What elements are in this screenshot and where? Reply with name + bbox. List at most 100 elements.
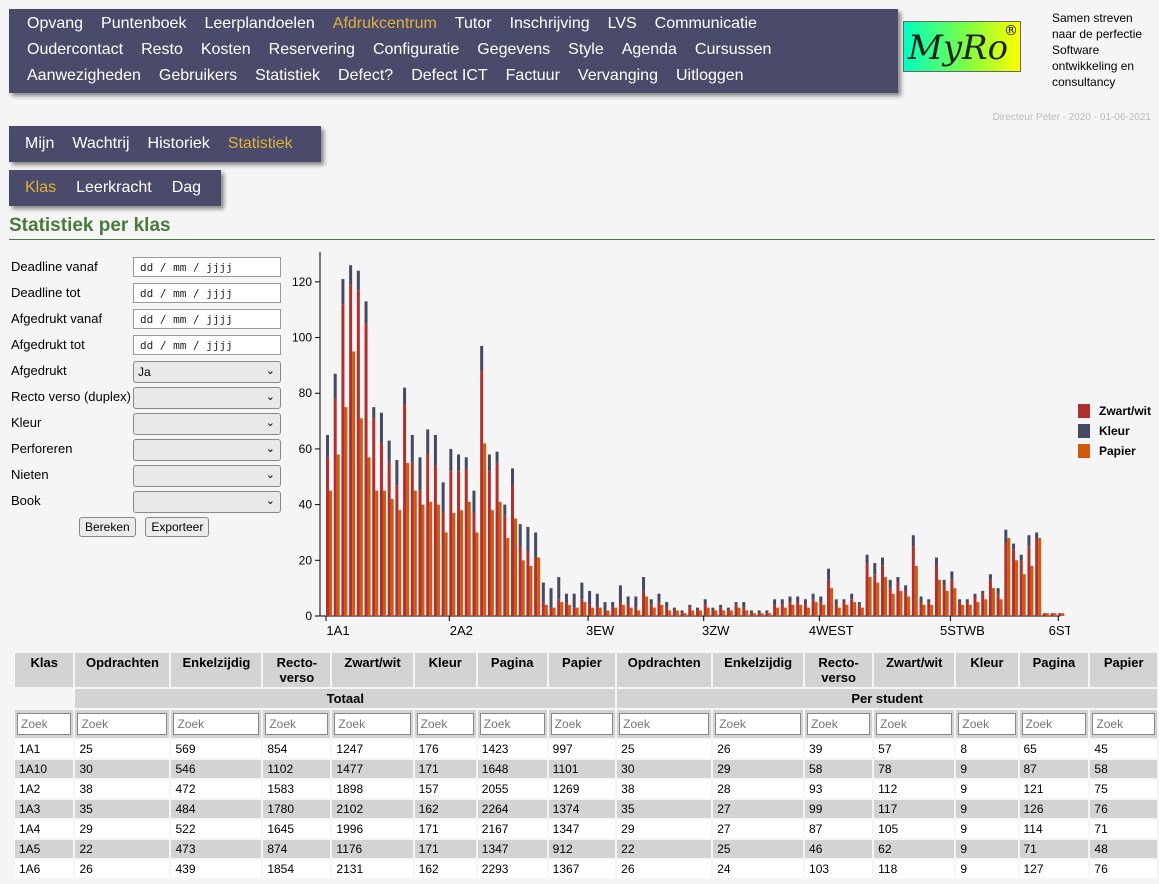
bar-papier[interactable] (452, 512, 456, 616)
column-header-kleur[interactable]: Kleur (414, 653, 476, 687)
bar-zwart-wit[interactable] (626, 604, 630, 616)
bar-zwart-wit[interactable] (464, 468, 468, 616)
menu-item-afdrukcentrum[interactable]: Afdrukcentrum (332, 15, 437, 32)
bar-papier[interactable] (830, 588, 834, 616)
bar-zwart-wit[interactable] (719, 607, 723, 616)
bar-zwart-wit[interactable] (649, 604, 653, 616)
bar-kleur[interactable] (572, 593, 576, 608)
bar-papier[interactable] (683, 613, 687, 616)
bar-zwart-wit[interactable] (557, 599, 561, 616)
bar-papier[interactable] (336, 454, 340, 616)
filter-input-enkelzijdig[interactable] (715, 713, 802, 735)
bar-zwart-wit[interactable] (395, 485, 399, 616)
bar-zwart-wit[interactable] (665, 607, 669, 616)
calculate-button[interactable]: Bereken (79, 517, 136, 537)
tab-historiek[interactable]: Historiek (147, 135, 210, 152)
duplex-select[interactable]: ⌄ (133, 387, 281, 409)
tab-klas[interactable]: Klas (25, 179, 57, 196)
bar-kleur[interactable] (356, 270, 360, 291)
bar-papier[interactable] (968, 604, 972, 616)
filter-input-opdrachten[interactable] (619, 713, 710, 735)
bar-kleur[interactable] (1004, 529, 1008, 544)
bar-papier[interactable] (344, 407, 348, 616)
bar-kleur[interactable] (834, 599, 838, 605)
bar-papier[interactable] (475, 532, 479, 616)
bar-papier[interactable] (382, 490, 386, 616)
bar-kleur[interactable] (1035, 532, 1039, 539)
bar-kleur[interactable] (349, 265, 353, 285)
bar-papier[interactable] (722, 610, 726, 616)
bar-zwart-wit[interactable] (326, 457, 330, 616)
bar-kleur[interactable] (626, 596, 630, 605)
bar-zwart-wit[interactable] (572, 607, 576, 616)
bar-zwart-wit[interactable] (657, 602, 661, 616)
bar-zwart-wit[interactable] (749, 613, 753, 616)
bar-kleur[interactable] (904, 585, 908, 591)
deadline-to-input[interactable]: dd / mm / jjjj (133, 283, 281, 303)
tab-mijn[interactable]: Mijn (25, 135, 55, 152)
tab-wachtrij[interactable]: Wachtrij (72, 135, 130, 152)
menu-item-gegevens[interactable]: Gegevens (477, 41, 551, 58)
bar-papier[interactable] (884, 577, 888, 616)
bar-papier[interactable] (799, 604, 803, 616)
menu-item-puntenboek[interactable]: Puntenboek (101, 15, 187, 32)
bar-papier[interactable] (961, 604, 965, 616)
bar-kleur[interactable] (811, 593, 815, 600)
bar-zwart-wit[interactable] (518, 546, 522, 616)
column-header-klas[interactable]: Klas (15, 653, 74, 687)
printed-to-input[interactable]: dd / mm / jjjj (133, 335, 281, 355)
bar-papier[interactable] (375, 490, 379, 616)
menu-item-tutor[interactable]: Tutor (454, 15, 492, 32)
tab-dag[interactable]: Dag (171, 179, 202, 196)
bar-papier[interactable] (498, 501, 502, 616)
bar-zwart-wit[interactable] (988, 579, 992, 616)
filter-input-papier[interactable] (550, 713, 614, 735)
bar-kleur[interactable] (649, 599, 653, 605)
bar-kleur[interactable] (988, 574, 992, 580)
bar-papier[interactable] (776, 607, 780, 616)
bar-papier[interactable] (606, 610, 610, 616)
bar-kleur[interactable] (526, 526, 530, 552)
bar-kleur[interactable] (410, 435, 414, 463)
table-row[interactable]: 1A6 26 439 1854 2131 162 2293 1367 26 24 103 118 9 12… (15, 860, 1157, 878)
bar-kleur[interactable] (457, 454, 461, 472)
column-header-enkelzijdig[interactable]: Enkelzijdig (713, 653, 804, 687)
bar-kleur[interactable] (680, 610, 684, 614)
menu-item-kosten[interactable]: Kosten (200, 41, 251, 58)
filter-input-enkelzijdig[interactable] (173, 713, 260, 735)
bar-zwart-wit[interactable] (857, 604, 861, 616)
bar-papier[interactable] (552, 607, 556, 616)
bar-papier[interactable] (837, 607, 841, 616)
bar-kleur[interactable] (642, 577, 646, 591)
bar-papier[interactable] (752, 613, 756, 616)
printed-from-input[interactable]: dd / mm / jjjj (133, 309, 281, 329)
column-header-kleur[interactable]: Kleur (956, 653, 1018, 687)
staple-select[interactable]: ⌄ (133, 465, 281, 487)
bar-zwart-wit[interactable] (773, 604, 777, 616)
bar-kleur[interactable] (896, 577, 900, 583)
perforate-select[interactable]: ⌄ (133, 439, 281, 461)
bar-kleur[interactable] (703, 599, 707, 605)
bar-papier[interactable] (436, 504, 440, 616)
bar-kleur[interactable] (927, 599, 931, 603)
bar-kleur[interactable] (757, 610, 761, 614)
bar-kleur[interactable] (364, 301, 368, 324)
bar-papier[interactable] (1007, 538, 1011, 616)
bar-zwart-wit[interactable] (511, 485, 515, 616)
bar-zwart-wit[interactable] (457, 471, 461, 616)
bar-papier[interactable] (853, 602, 857, 616)
table-row[interactable]: 1A4 29 522 1645 1996 171 2167 1347 29 27 87 105 9 114… (15, 820, 1157, 838)
bar-papier[interactable] (891, 593, 895, 616)
bar-zwart-wit[interactable] (757, 613, 761, 616)
bar-zwart-wit[interactable] (811, 599, 815, 616)
menu-item-uitloggen[interactable]: Uitloggen (675, 67, 744, 84)
bar-zwart-wit[interactable] (580, 599, 584, 616)
bar-zwart-wit[interactable] (1042, 613, 1046, 616)
bar-papier[interactable] (745, 610, 749, 616)
bar-zwart-wit[interactable] (865, 563, 869, 616)
bar-kleur[interactable] (773, 599, 777, 605)
table-row[interactable]: 1A3 35 484 1780 2102 162 2264 1374 35 27 99 117 9 126… (15, 800, 1157, 818)
menu-item-agenda[interactable]: Agenda (621, 41, 677, 58)
menu-item-factuur[interactable]: Factuur (505, 67, 560, 84)
bar-kleur[interactable] (611, 602, 615, 608)
